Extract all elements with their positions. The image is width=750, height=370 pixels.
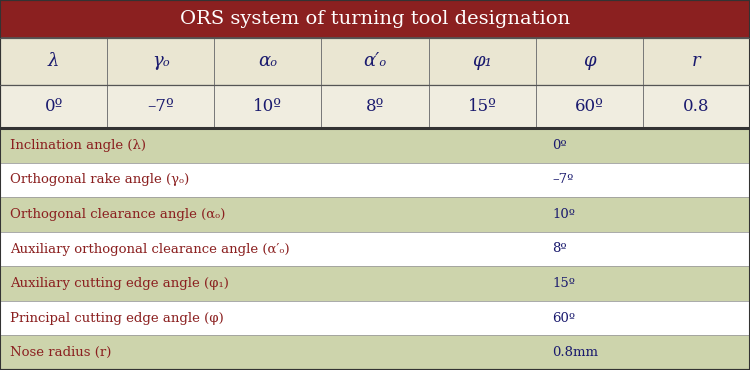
Bar [0,232,750,266]
Text: 60º: 60º [574,98,604,115]
Text: γₒ: γₒ [152,53,170,71]
Bar [0,38,750,85]
Text: 10º: 10º [254,98,282,115]
Text: 8º: 8º [366,98,384,115]
Bar [0,197,750,232]
Text: Principal cutting edge angle (φ): Principal cutting edge angle (φ) [10,312,223,324]
Text: Inclination angle (λ): Inclination angle (λ) [10,139,146,152]
Text: Auxiliary cutting edge angle (φ₁): Auxiliary cutting edge angle (φ₁) [10,277,229,290]
Text: 0.8mm: 0.8mm [553,346,598,359]
Text: r: r [692,53,700,71]
Text: 0º: 0º [553,139,567,152]
Text: –7º: –7º [147,98,174,115]
Text: α′ₒ: α′ₒ [364,53,386,71]
Text: Orthogonal rake angle (γₒ): Orthogonal rake angle (γₒ) [10,174,189,186]
Text: 10º: 10º [553,208,575,221]
Bar [0,85,750,128]
Text: 60º: 60º [553,312,576,324]
Text: λ: λ [48,53,59,71]
Bar [0,336,750,370]
Text: 15º: 15º [553,277,575,290]
Text: 0º: 0º [44,98,63,115]
Text: 15º: 15º [468,98,496,115]
Bar [0,0,750,38]
Text: ORS system of turning tool designation: ORS system of turning tool designation [180,10,570,28]
Text: αₒ: αₒ [258,53,278,71]
Text: φ₁: φ₁ [472,53,492,71]
Bar [0,128,750,162]
Bar [0,266,750,301]
Bar [0,301,750,336]
Text: φ: φ [583,53,596,71]
Text: Auxiliary orthogonal clearance angle (α′ₒ): Auxiliary orthogonal clearance angle (α′… [10,242,290,256]
Text: Nose radius (r): Nose radius (r) [10,346,111,359]
Text: –7º: –7º [553,174,574,186]
Bar [0,162,750,197]
Text: 0.8: 0.8 [683,98,709,115]
Text: 8º: 8º [553,242,567,256]
Text: Orthogonal clearance angle (αₒ): Orthogonal clearance angle (αₒ) [10,208,225,221]
